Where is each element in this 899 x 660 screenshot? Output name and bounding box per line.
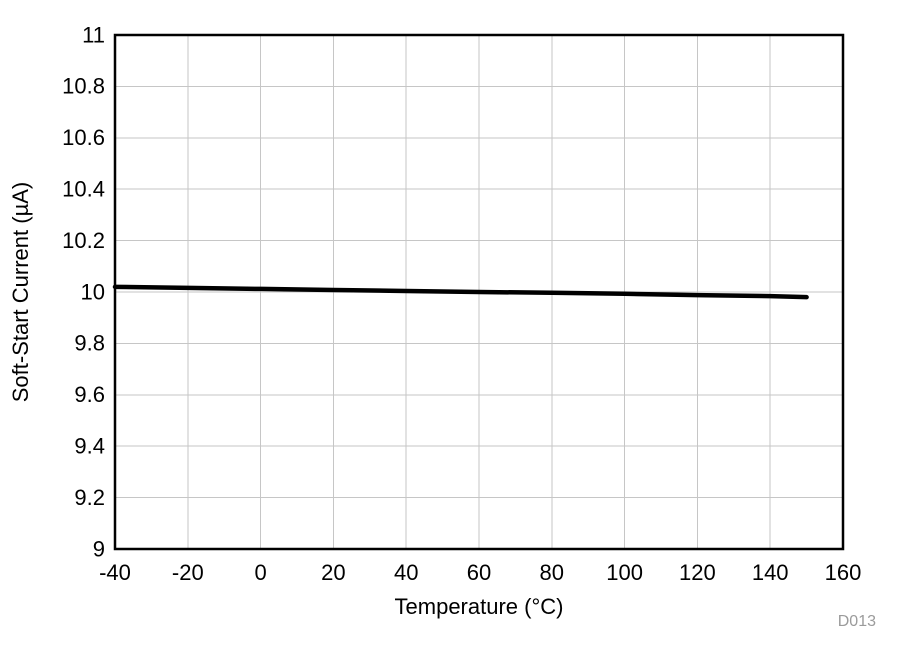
svg-text:0: 0	[254, 560, 266, 585]
data-series	[112, 284, 809, 300]
svg-text:60: 60	[467, 560, 491, 585]
svg-text:9.2: 9.2	[74, 485, 105, 510]
svg-text:80: 80	[540, 560, 564, 585]
x-axis-title: Temperature (°C)	[395, 594, 564, 619]
axis-tick-labels: -40 -20 0 20 40 60 80 100 120 140 160 9 9.2 9.4 9.6 9.8…	[62, 22, 861, 585]
svg-text:9.6: 9.6	[74, 382, 105, 407]
svg-text:11: 11	[82, 22, 105, 47]
svg-text:160: 160	[825, 560, 862, 585]
svg-text:10.6: 10.6	[62, 125, 105, 150]
svg-text:-20: -20	[172, 560, 204, 585]
svg-text:10.8: 10.8	[62, 74, 105, 99]
svg-text:140: 140	[752, 560, 789, 585]
svg-text:10.4: 10.4	[62, 176, 105, 201]
svg-text:100: 100	[606, 560, 643, 585]
svg-text:120: 120	[679, 560, 716, 585]
svg-text:9.8: 9.8	[74, 331, 105, 356]
figure-id-label: D013	[838, 613, 876, 630]
svg-text:-40: -40	[99, 560, 131, 585]
svg-text:10.2: 10.2	[62, 228, 105, 253]
plot-border	[113, 33, 845, 551]
svg-text:10: 10	[81, 279, 105, 304]
y-axis-title: Soft-Start Current (µA)	[8, 182, 33, 403]
axis-titles: Temperature (°C) Soft-Start Current (µA)	[8, 182, 563, 619]
svg-text:40: 40	[394, 560, 418, 585]
svg-text:9.4: 9.4	[74, 433, 105, 458]
svg-text:20: 20	[321, 560, 345, 585]
svg-text:9: 9	[93, 536, 105, 561]
